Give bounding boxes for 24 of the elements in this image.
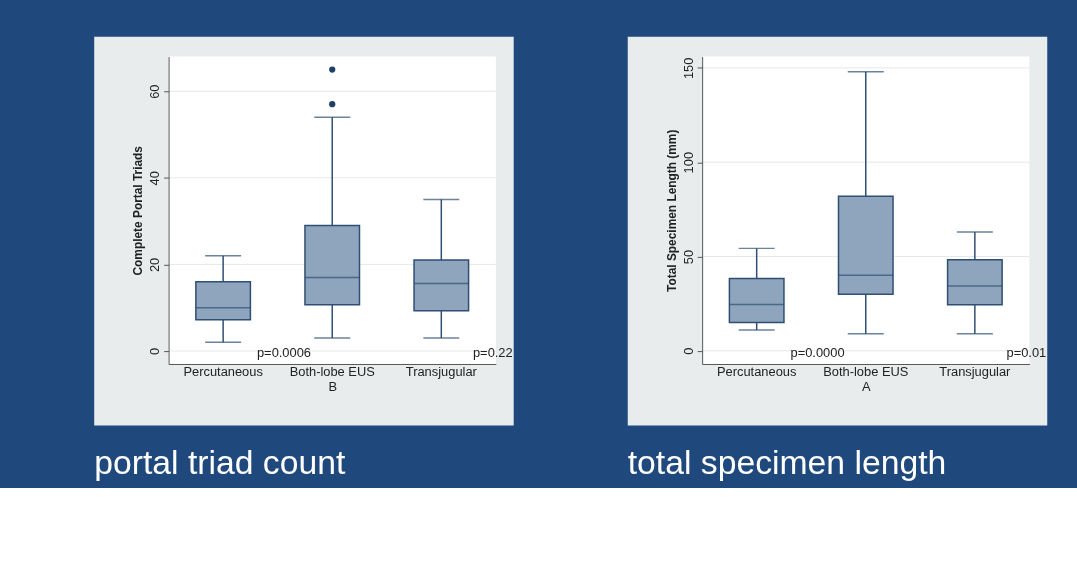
annotation: p=0.22: [472, 345, 513, 361]
x-axis-title: B: [328, 379, 338, 395]
text: portal triad count: [94, 443, 346, 482]
x-tick-label: Both-lobe EUS: [289, 364, 375, 380]
y-tick-label: 50: [680, 249, 696, 265]
x-tick-label: Transjugular: [405, 364, 478, 380]
x-tick-label: Transjugular: [939, 364, 1012, 380]
y-tick-label: 0: [147, 347, 163, 356]
y-tick-label: 150: [680, 57, 696, 80]
y-tick-label: 40: [147, 171, 163, 186]
y-tick-label: 0: [680, 347, 696, 355]
x-tick-label: Percutaneous: [716, 364, 797, 380]
y-axis-title: Complete Portal Triads: [131, 145, 146, 276]
x-tick-label: Both-lobe EUS: [823, 364, 909, 380]
y-tick-label: 20: [147, 257, 163, 273]
annotation: p=0.0006: [256, 345, 312, 361]
annotation: p=0.01: [1006, 345, 1047, 361]
annotation: p=0.0000: [790, 345, 845, 361]
x-axis-title: A: [861, 379, 871, 395]
text: total specimen length: [627, 443, 947, 482]
y-tick-label: 100: [680, 151, 696, 174]
y-axis-title: Total Specimen Length (mm): [664, 129, 679, 292]
y-tick-label: 60: [147, 84, 163, 99]
x-tick-label: Percutaneous: [183, 364, 263, 380]
